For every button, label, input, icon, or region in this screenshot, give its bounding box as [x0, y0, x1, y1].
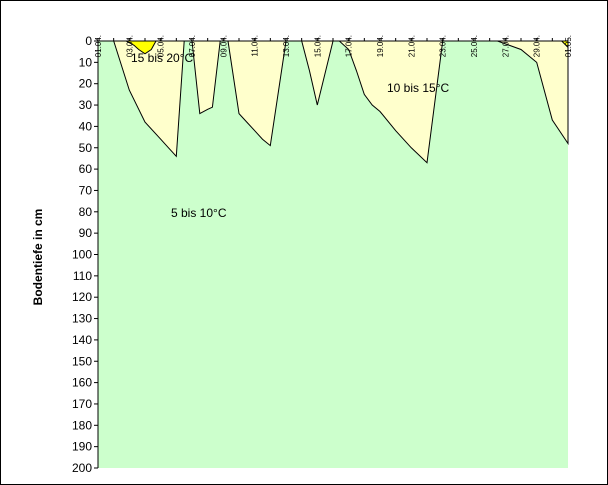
x-tick-label: 13.04. — [282, 35, 291, 57]
region-label-10-bis-15: 10 bis 15°C — [387, 81, 450, 95]
y-tick-label: 100 — [72, 248, 92, 262]
x-tick-label: 17.04. — [345, 35, 354, 57]
y-tick-label: 180 — [72, 418, 92, 432]
x-tick-label: 19.04. — [376, 35, 385, 57]
x-tick-label: 29.04. — [533, 35, 542, 57]
x-axis-ticks: 01.04.03.04.05.04.07.04.09.04.11.04.13.0… — [94, 35, 573, 57]
x-tick-label: 09.04. — [219, 35, 228, 57]
y-tick-label: 20 — [79, 77, 93, 91]
y-tick-label: 60 — [79, 162, 93, 176]
x-tick-label: 27.04. — [501, 35, 510, 57]
region-label-15-bis-20: 15 bis 20°C — [131, 51, 194, 65]
x-tick-label: 23.04. — [439, 35, 448, 57]
x-tick-label: 15.04. — [313, 35, 322, 57]
y-axis-ticks: 0 10 20 30 40 50 60 70 80 90 100 110 120 130 140 150 160… — [72, 34, 98, 475]
y-tick-label: 10 — [79, 55, 93, 69]
y-tick-label: 200 — [72, 461, 92, 475]
y-tick-label: 150 — [72, 354, 92, 368]
x-tick-label: 05.04. — [157, 35, 166, 57]
x-tick-label: 01.05. — [564, 35, 573, 57]
y-tick-label: 50 — [79, 141, 93, 155]
y-tick-label: 120 — [72, 290, 92, 304]
y-tick-label: 70 — [79, 183, 93, 197]
y-tick-label: 160 — [72, 376, 92, 390]
y-tick-label: 190 — [72, 440, 92, 454]
y-tick-label: 170 — [72, 397, 92, 411]
y-tick-label: 90 — [79, 226, 93, 240]
y-tick-label: 0 — [85, 34, 92, 48]
x-tick-label: 07.04. — [188, 35, 197, 57]
x-tick-label: 03.04. — [125, 35, 134, 57]
region-label-5-bis-10: 5 bis 10°C — [171, 206, 227, 220]
y-tick-label: 30 — [79, 98, 93, 112]
y-tick-label: 80 — [79, 205, 93, 219]
x-tick-label: 25.04. — [470, 35, 479, 57]
x-tick-label: 21.04. — [407, 35, 416, 57]
y-tick-label: 140 — [72, 333, 92, 347]
y-tick-label: 130 — [72, 312, 92, 326]
x-tick-label: 11.04. — [251, 35, 260, 57]
y-axis-title: Bodentiefe in cm — [31, 209, 45, 306]
y-tick-label: 110 — [73, 269, 92, 283]
y-tick-label: 40 — [79, 119, 93, 133]
